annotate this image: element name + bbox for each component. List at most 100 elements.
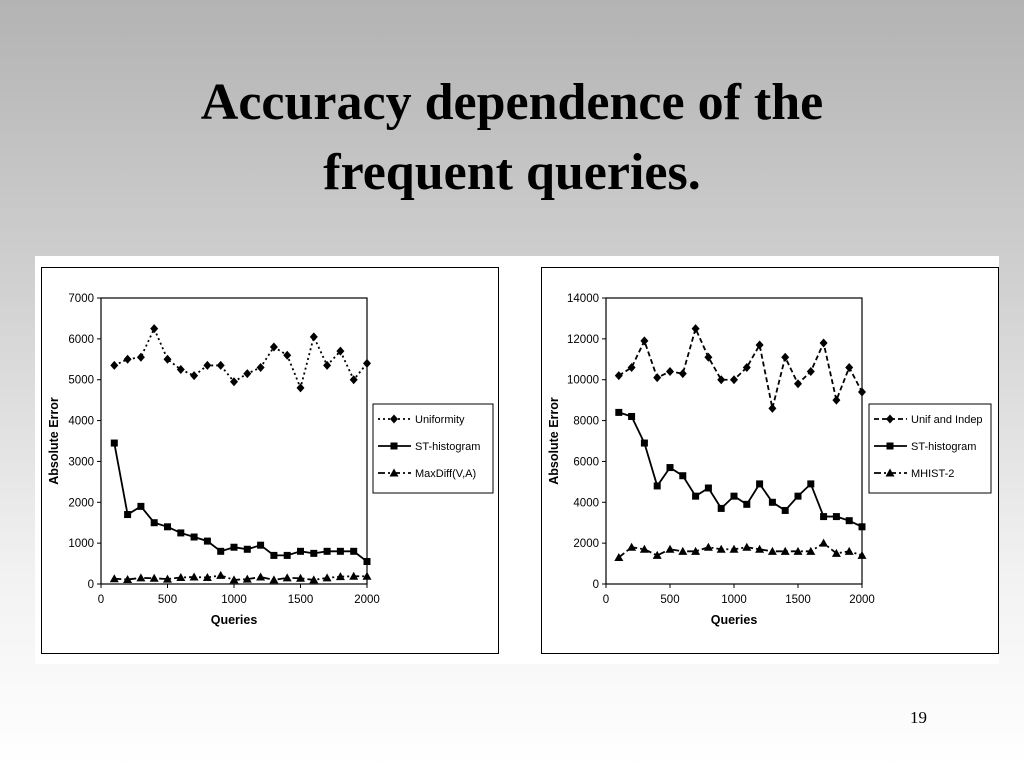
chart-1-series-1-point-2 bbox=[640, 439, 648, 447]
chart-1-series-2-point-8 bbox=[716, 544, 726, 553]
chart-1-series-0-point-0 bbox=[614, 371, 623, 381]
chart-0-legend-label-1: ST-histogram bbox=[415, 441, 480, 453]
chart-0-plot-area bbox=[100, 297, 368, 585]
chart-0-series-2-point-19 bbox=[362, 571, 372, 580]
chart-1-series-2-point-18 bbox=[844, 546, 854, 555]
chart-1-series-0-point-7 bbox=[704, 352, 713, 362]
chart-1-series-1-point-0 bbox=[615, 408, 623, 416]
chart-0-series-0-point-6 bbox=[190, 371, 199, 381]
chart-1-x-tick-label: 500 bbox=[660, 594, 679, 606]
chart-0-series-1-point-17 bbox=[336, 547, 344, 555]
chart-1-series-2-point-13 bbox=[780, 546, 790, 555]
chart-0-series-2-point-1 bbox=[123, 575, 133, 584]
chart-0-series-0-point-9 bbox=[230, 377, 238, 387]
chart-0-series-2-point-7 bbox=[202, 572, 212, 581]
chart-1-series-0-point-15 bbox=[806, 367, 815, 377]
chart-left-frame: 0 1000 2000 3000 4000 5000 6000 7000 0 500 1000 150… bbox=[41, 267, 499, 654]
chart-0-series-1-point-7 bbox=[203, 537, 211, 545]
chart-0-y-tick-label: 7000 bbox=[68, 293, 94, 305]
chart-0-series-2-point-10 bbox=[242, 574, 252, 583]
chart-1-series-2-point-5 bbox=[678, 546, 688, 555]
chart-0-series-0-point-1 bbox=[123, 354, 132, 364]
chart-1-series-2-point-9 bbox=[729, 544, 739, 553]
chart-1-x-tick-label: 0 bbox=[603, 594, 609, 606]
chart-1-series-1-point-15 bbox=[807, 480, 815, 488]
chart-1-series-0-point-1 bbox=[627, 362, 636, 372]
chart-0-series-1-point-4 bbox=[164, 523, 171, 531]
chart-0-series-1-line bbox=[113, 442, 368, 563]
chart-1-series-1-point-12 bbox=[768, 498, 776, 506]
chart-0-series-2-point-15 bbox=[309, 575, 319, 584]
chart-0-series-0-point-4 bbox=[163, 354, 172, 364]
chart-0-series-1-point-5 bbox=[177, 529, 185, 537]
chart-0-series-1-point-9 bbox=[230, 543, 238, 551]
chart-1-series-1-point-13 bbox=[781, 506, 789, 514]
chart-0-legend-label-2: MaxDiff(V,A) bbox=[415, 468, 476, 480]
chart-1-series-0-point-11 bbox=[755, 340, 764, 350]
chart-1-series-0-point-19 bbox=[858, 387, 866, 397]
chart-0-series-0-line bbox=[113, 326, 368, 391]
chart-0-x-tick-label: 1500 bbox=[288, 594, 314, 606]
chart-0-x-tick-label: 500 bbox=[158, 594, 177, 606]
chart-1-y-tick-label: 2000 bbox=[573, 538, 599, 550]
chart-1-series-1-point-5 bbox=[679, 472, 687, 480]
chart-0-series-0-point-5 bbox=[176, 365, 185, 374]
chart-1-legend-marker-1 bbox=[886, 442, 894, 450]
chart-0-series-1-point-2 bbox=[137, 502, 145, 510]
chart-1-series-0-point-13 bbox=[781, 352, 790, 362]
chart-1-series-0-line bbox=[618, 326, 863, 409]
chart-1-series-2-point-14 bbox=[793, 546, 803, 555]
chart-0-legend-marker-1 bbox=[390, 442, 398, 450]
chart-1-series-2-point-10 bbox=[742, 542, 752, 551]
chart-0-series-0-point-13 bbox=[283, 350, 292, 360]
chart-0-series-1-point-1 bbox=[124, 511, 132, 519]
chart-0-series-0-point-11 bbox=[256, 362, 265, 372]
chart-1-series-2-point-17 bbox=[831, 548, 841, 557]
chart-1-series-0-point-14 bbox=[794, 379, 802, 389]
chart-1-series-2-point-16 bbox=[819, 538, 829, 547]
chart-0-series-1-point-13 bbox=[283, 551, 291, 559]
chart-0-series-0-point-15 bbox=[309, 332, 318, 342]
chart-1-series-2-point-7 bbox=[703, 542, 713, 551]
chart-0-series-1-point-12 bbox=[270, 551, 278, 559]
chart-1-series-0-point-5 bbox=[678, 369, 687, 379]
chart-1-series-0-point-8 bbox=[717, 375, 726, 385]
chart-0-series-1-point-0 bbox=[110, 439, 118, 447]
chart-1-series-2-point-12 bbox=[767, 546, 777, 555]
slide-title-line-1: Accuracy dependence of the bbox=[200, 74, 824, 131]
chart-0-series-1-point-19 bbox=[363, 558, 371, 566]
chart-0-x-tick-label: 1000 bbox=[221, 594, 247, 606]
chart-1-x-tick-label: 1000 bbox=[721, 594, 747, 606]
chart-1-series-1-point-6 bbox=[692, 492, 700, 500]
chart-0-series-0-point-19 bbox=[363, 358, 371, 368]
chart-1-series-1-point-14 bbox=[794, 492, 802, 500]
chart-1-series-0-point-3 bbox=[653, 373, 662, 383]
chart-1-series-1-line bbox=[618, 411, 863, 528]
chart-0-series-2-point-4 bbox=[163, 574, 172, 583]
chart-0-series-0-point-3 bbox=[150, 324, 159, 334]
chart-1-y-tick-label: 8000 bbox=[573, 416, 599, 428]
chart-1-series-1-point-11 bbox=[756, 480, 764, 488]
chart-0-series-1-point-8 bbox=[217, 547, 225, 555]
chart-1-series-1-point-19 bbox=[858, 523, 866, 531]
chart-0-series-2-point-2 bbox=[136, 573, 146, 582]
chart-0-y-tick-label: 5000 bbox=[68, 375, 94, 387]
chart-0-y-axis-label: Absolute Error bbox=[47, 397, 61, 485]
chart-0-legend-marker-2 bbox=[389, 468, 399, 477]
chart-1-series-0-point-10 bbox=[742, 362, 751, 372]
chart-right: 0 2000 4000 6000 8000 10000 12000 14000 0 500 1000… bbox=[547, 293, 992, 627]
chart-1-x-tick-label: 1500 bbox=[785, 594, 811, 606]
chart-0-series-0-point-12 bbox=[269, 342, 278, 352]
chart-1-legend-label-0: Unif and Indep bbox=[911, 414, 983, 426]
page-number: 19 bbox=[910, 708, 927, 727]
chart-0-legend-label-0: Uniformity bbox=[415, 414, 465, 426]
slide-title: Accuracy dependence of the frequent quer… bbox=[0, 68, 1024, 208]
chart-0-series-0-point-18 bbox=[349, 375, 358, 385]
chart-1-series-0-point-18 bbox=[845, 362, 854, 372]
slide-title-line-2: frequent queries. bbox=[323, 144, 701, 201]
chart-1-series-1-point-3 bbox=[653, 482, 661, 490]
chart-1-series-1-point-1 bbox=[628, 412, 636, 420]
chart-1-y-tick-label: 4000 bbox=[573, 497, 599, 509]
chart-1-y-tick-label: 14000 bbox=[567, 293, 599, 305]
chart-1-legend-label-2: MHIST-2 bbox=[911, 468, 954, 480]
